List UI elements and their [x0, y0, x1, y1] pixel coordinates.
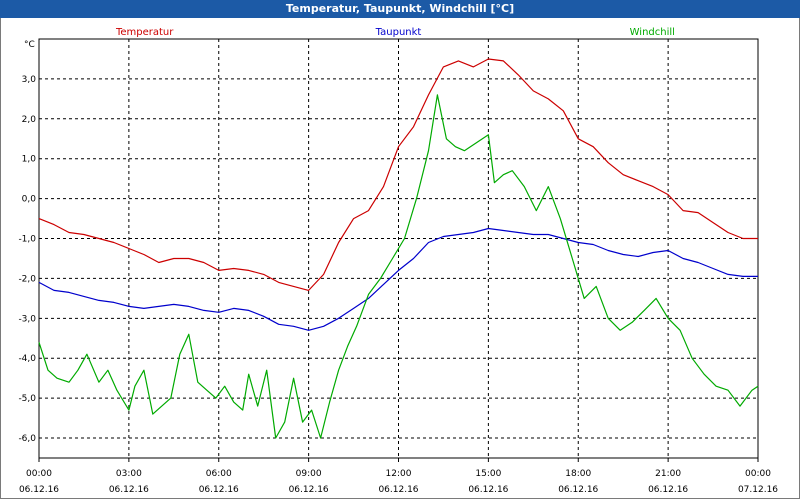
x-tick-time-label: 12:00 [386, 469, 412, 479]
y-tick-label: 2,0 [22, 115, 37, 125]
series-line-taupunkt [38, 227, 758, 331]
x-tick-date-label: 06.12.16 [109, 485, 149, 495]
chart-title: Temperatur, Taupunkt, Windchill [°C] [285, 2, 515, 15]
x-tick-time-label: 00:00 [26, 469, 52, 479]
x-tick-time-label: 03:00 [116, 469, 142, 479]
x-tick-date-label: 06.12.16 [19, 485, 59, 495]
x-tick-date-label: 06.12.16 [558, 485, 598, 495]
y-tick-label: -5,0 [18, 394, 36, 404]
y-tick-label: -2,0 [18, 274, 36, 284]
x-tick-date-label: 07.12.16 [738, 485, 778, 495]
x-tick-date-label: 06.12.16 [468, 485, 508, 495]
x-tick-date-label: 06.12.16 [378, 485, 418, 495]
y-tick-label: 1,0 [22, 155, 37, 165]
series-line-windchill [38, 94, 759, 439]
chart-title-bar: Temperatur, Taupunkt, Windchill [°C] [0, 0, 800, 18]
legend-windchill: Windchill [630, 27, 675, 38]
y-tick-label: -1,0 [18, 235, 36, 245]
x-tick-time-label: 00:00 [745, 469, 771, 479]
y-tick-label: -6,0 [18, 434, 36, 444]
y-tick-label: -4,0 [18, 354, 36, 364]
y-tick-label: -3,0 [18, 314, 36, 324]
legend-temperatur: Temperatur [115, 27, 174, 38]
x-tick-time-label: 21:00 [655, 469, 681, 479]
y-tick-label: 0,0 [22, 195, 37, 205]
x-tick-time-label: 18:00 [565, 469, 591, 479]
x-tick-time-label: 15:00 [475, 469, 501, 479]
legend-taupunkt: Taupunkt [375, 27, 422, 38]
y-tick-label: 3,0 [22, 75, 37, 85]
x-tick-date-label: 06.12.16 [199, 485, 239, 495]
x-tick-date-label: 06.12.16 [289, 485, 329, 495]
y-axis-unit-label: °C [24, 40, 35, 50]
x-tick-time-label: 09:00 [296, 469, 322, 479]
x-tick-time-label: 06:00 [206, 469, 232, 479]
x-tick-date-label: 06.12.16 [648, 485, 688, 495]
series-line-temperatur [38, 58, 758, 291]
